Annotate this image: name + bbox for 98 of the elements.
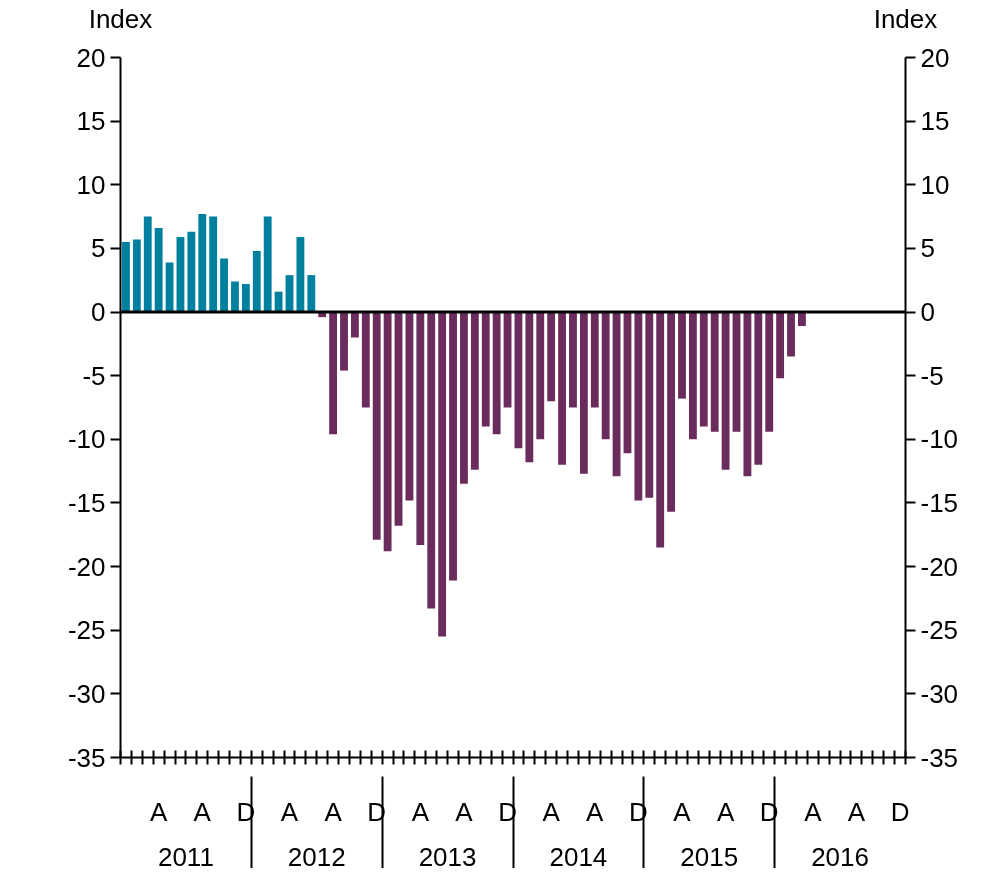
bar bbox=[143, 216, 152, 313]
text: 2014 bbox=[549, 841, 608, 872]
y-tick-label: -10 bbox=[67, 424, 106, 455]
y2-tick-label: -25 bbox=[920, 615, 959, 646]
bar bbox=[361, 312, 370, 408]
y-tick-label: -15 bbox=[67, 487, 106, 518]
y2-axis-title: Index bbox=[873, 3, 938, 34]
bar bbox=[329, 312, 338, 435]
y2-tick-label: 10 bbox=[920, 169, 950, 200]
bar bbox=[667, 312, 676, 512]
bar bbox=[536, 312, 545, 440]
y2-tick-label: -30 bbox=[920, 678, 959, 709]
x-tick-label: D bbox=[890, 796, 910, 827]
y2-tick-label: -10 bbox=[920, 424, 959, 455]
y-tick-label: 15 bbox=[76, 106, 106, 137]
bar bbox=[383, 312, 392, 552]
bar bbox=[122, 242, 130, 313]
bar bbox=[372, 312, 381, 540]
bar bbox=[132, 239, 141, 313]
bar bbox=[721, 312, 730, 470]
bar bbox=[569, 312, 577, 408]
bar bbox=[547, 312, 556, 402]
text: 2012 bbox=[287, 841, 346, 872]
y-tick-label: 10 bbox=[76, 169, 106, 200]
bar bbox=[634, 312, 643, 501]
bar bbox=[220, 258, 228, 313]
bar bbox=[460, 312, 468, 484]
bar bbox=[252, 250, 261, 313]
bar bbox=[579, 312, 588, 474]
y2-tick-label: 5 bbox=[920, 233, 935, 264]
text: 2015 bbox=[680, 841, 739, 872]
bar bbox=[350, 312, 359, 338]
y-tick-label: 0 bbox=[91, 297, 106, 328]
bar bbox=[231, 281, 239, 313]
y2-tick-label: 0 bbox=[920, 297, 935, 328]
bar bbox=[187, 231, 196, 313]
x-tick-label: A bbox=[324, 796, 343, 827]
bar bbox=[416, 312, 425, 545]
y-tick-label: -30 bbox=[67, 678, 106, 709]
y2-tick-label: 20 bbox=[920, 42, 950, 73]
bar bbox=[612, 312, 621, 477]
x-tick-label: A bbox=[149, 796, 168, 827]
bar bbox=[209, 216, 218, 313]
bar bbox=[296, 236, 305, 313]
x-tick-label: A bbox=[280, 796, 299, 827]
bar bbox=[274, 291, 283, 313]
bar bbox=[743, 312, 752, 477]
bar bbox=[481, 312, 490, 427]
bar bbox=[710, 312, 719, 432]
bar bbox=[470, 312, 479, 470]
bar bbox=[492, 312, 501, 435]
text: 2011 bbox=[157, 841, 214, 872]
bar bbox=[754, 312, 763, 465]
x-tick-label: A bbox=[804, 796, 823, 827]
bar bbox=[449, 312, 457, 581]
x-tick-label: A bbox=[716, 796, 735, 827]
x-tick-label: A bbox=[411, 796, 430, 827]
y-tick-label: -5 bbox=[82, 360, 106, 391]
bar bbox=[427, 312, 436, 609]
bar bbox=[765, 312, 774, 432]
x-tick-label: A bbox=[542, 796, 561, 827]
bar bbox=[198, 214, 207, 313]
bar bbox=[787, 312, 795, 357]
y2-tick-label: -35 bbox=[920, 742, 959, 773]
y2-tick-label: -20 bbox=[920, 551, 959, 582]
bar bbox=[340, 312, 348, 371]
bar bbox=[699, 312, 708, 427]
x-tick-label: A bbox=[847, 796, 866, 827]
bar bbox=[776, 312, 785, 379]
bar bbox=[678, 312, 686, 399]
x-tick-label: A bbox=[455, 796, 474, 827]
y-tick-label: 5 bbox=[91, 233, 106, 264]
text: 2016 bbox=[811, 841, 870, 872]
x-tick-label: A bbox=[586, 796, 605, 827]
bar bbox=[438, 312, 447, 637]
bar bbox=[645, 312, 654, 498]
bar bbox=[656, 312, 665, 548]
y-axis-title: Index bbox=[88, 3, 153, 34]
y2-tick-label: 15 bbox=[920, 106, 950, 137]
bar bbox=[525, 312, 534, 463]
text: 2013 bbox=[418, 841, 477, 872]
bar bbox=[307, 275, 316, 313]
bar bbox=[241, 284, 250, 313]
x-tick-label: A bbox=[193, 796, 212, 827]
bar bbox=[590, 312, 599, 408]
y-tick-label: 20 bbox=[76, 42, 106, 73]
bar bbox=[405, 312, 414, 501]
y-tick-label: -35 bbox=[67, 742, 106, 773]
bar bbox=[558, 312, 566, 465]
bar bbox=[263, 216, 272, 313]
y-tick-label: -20 bbox=[67, 551, 106, 582]
y2-tick-label: -5 bbox=[920, 360, 944, 391]
bar bbox=[601, 312, 610, 440]
bar bbox=[154, 228, 163, 313]
x-tick-label: A bbox=[673, 796, 692, 827]
bar bbox=[688, 312, 697, 440]
y-tick-label: -25 bbox=[67, 615, 106, 646]
y2-tick-label: -15 bbox=[920, 487, 959, 518]
